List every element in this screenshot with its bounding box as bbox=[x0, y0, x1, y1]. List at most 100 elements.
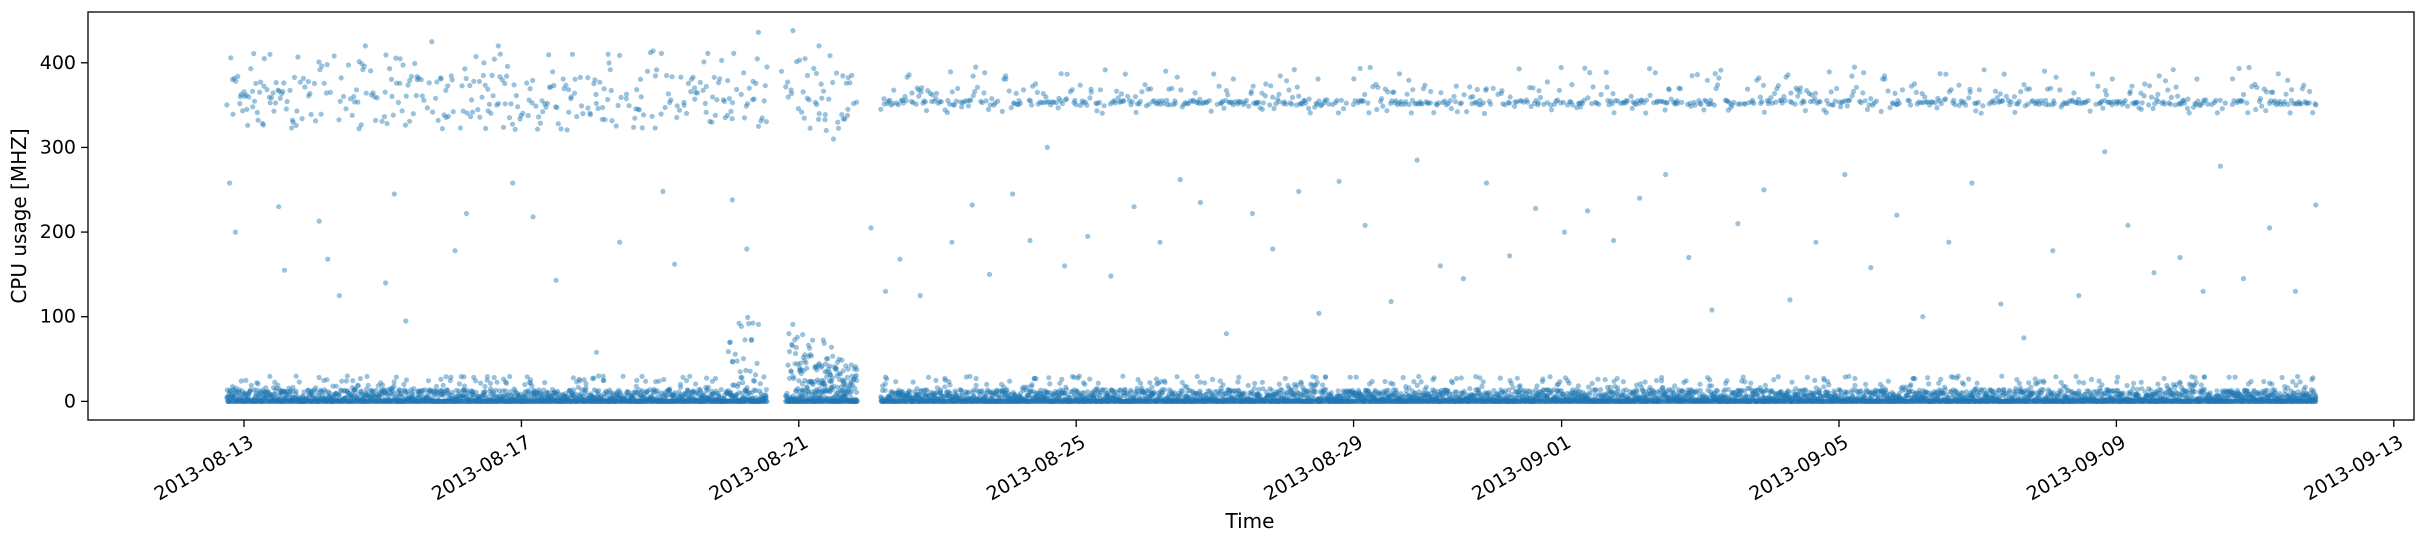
data-point bbox=[730, 359, 736, 365]
data-point bbox=[430, 109, 436, 115]
data-point bbox=[307, 398, 313, 404]
data-point bbox=[299, 398, 305, 404]
data-point bbox=[336, 117, 342, 123]
data-point bbox=[1320, 382, 1326, 388]
data-point bbox=[412, 60, 418, 67]
data-point bbox=[315, 398, 321, 404]
data-point bbox=[907, 389, 913, 395]
data-point bbox=[246, 392, 252, 398]
data-point bbox=[1252, 380, 1258, 386]
data-point bbox=[1347, 374, 1353, 380]
data-point bbox=[821, 88, 827, 94]
data-point bbox=[661, 376, 667, 383]
data-point bbox=[727, 339, 733, 345]
data-point bbox=[275, 87, 281, 93]
data-point bbox=[504, 380, 510, 386]
data-point bbox=[233, 385, 239, 391]
data-point bbox=[1245, 382, 1251, 389]
data-point bbox=[1453, 389, 1460, 395]
data-point bbox=[296, 398, 302, 404]
data-point bbox=[1294, 84, 1300, 90]
data-point bbox=[245, 122, 251, 128]
data-point bbox=[244, 397, 250, 403]
data-point bbox=[265, 389, 271, 395]
data-point bbox=[247, 398, 253, 404]
data-point bbox=[785, 79, 791, 85]
data-point bbox=[426, 80, 432, 86]
data-point bbox=[266, 393, 272, 399]
data-point bbox=[284, 392, 290, 398]
data-point bbox=[302, 84, 308, 90]
data-point bbox=[484, 374, 490, 380]
data-point bbox=[433, 95, 439, 101]
data-point bbox=[744, 101, 751, 107]
data-point bbox=[281, 396, 287, 402]
data-point bbox=[263, 398, 269, 404]
data-point bbox=[1306, 96, 1312, 102]
data-point bbox=[320, 398, 326, 404]
data-point bbox=[386, 66, 393, 72]
data-point bbox=[300, 75, 306, 81]
data-point bbox=[313, 396, 319, 402]
data-point bbox=[577, 74, 583, 80]
data-point bbox=[443, 87, 449, 93]
data-point bbox=[564, 127, 570, 133]
data-point bbox=[491, 56, 497, 62]
data-point bbox=[1313, 389, 1319, 395]
data-point bbox=[1453, 83, 1459, 89]
data-point bbox=[1452, 99, 1459, 105]
data-point bbox=[853, 372, 859, 379]
data-point bbox=[228, 392, 234, 398]
data-point bbox=[802, 56, 808, 62]
data-point bbox=[259, 398, 265, 404]
data-point bbox=[227, 387, 233, 393]
data-point bbox=[502, 80, 508, 87]
data-point bbox=[234, 393, 240, 399]
data-point bbox=[1097, 87, 1103, 93]
data-point bbox=[947, 69, 954, 75]
data-point bbox=[807, 125, 813, 131]
data-point bbox=[1006, 88, 1012, 94]
data-point bbox=[558, 126, 564, 132]
data-point bbox=[469, 97, 475, 103]
data-point bbox=[456, 381, 462, 387]
data-point bbox=[253, 395, 259, 401]
data-point bbox=[283, 398, 289, 404]
data-point bbox=[520, 110, 526, 116]
data-point bbox=[1406, 101, 1412, 107]
data-point bbox=[764, 398, 770, 404]
data-point bbox=[1094, 108, 1100, 114]
data-point bbox=[685, 80, 692, 86]
data-point bbox=[443, 374, 449, 380]
data-point bbox=[674, 103, 680, 109]
data-point bbox=[608, 87, 614, 94]
data-point bbox=[835, 125, 842, 131]
data-point bbox=[316, 59, 322, 65]
data-point bbox=[266, 398, 272, 404]
data-point bbox=[288, 397, 294, 403]
data-point bbox=[1286, 87, 1292, 93]
data-point bbox=[316, 398, 323, 404]
data-point bbox=[273, 398, 279, 404]
data-point bbox=[252, 398, 258, 404]
data-point bbox=[400, 62, 406, 68]
data-point bbox=[995, 98, 1001, 104]
data-point bbox=[266, 94, 272, 100]
data-point bbox=[247, 388, 253, 394]
data-point bbox=[854, 366, 860, 373]
data-point bbox=[390, 112, 396, 118]
data-point bbox=[1375, 84, 1381, 90]
data-point bbox=[308, 388, 314, 395]
data-point bbox=[250, 397, 256, 403]
data-point bbox=[881, 96, 887, 102]
data-point bbox=[258, 79, 264, 85]
data-point bbox=[512, 126, 518, 132]
data-point bbox=[285, 397, 291, 403]
data-point bbox=[999, 108, 1005, 114]
data-point bbox=[236, 389, 242, 395]
data-point bbox=[312, 398, 318, 404]
data-point bbox=[239, 398, 245, 404]
data-point bbox=[732, 351, 738, 357]
data-point bbox=[623, 91, 630, 97]
data-point bbox=[256, 398, 262, 404]
